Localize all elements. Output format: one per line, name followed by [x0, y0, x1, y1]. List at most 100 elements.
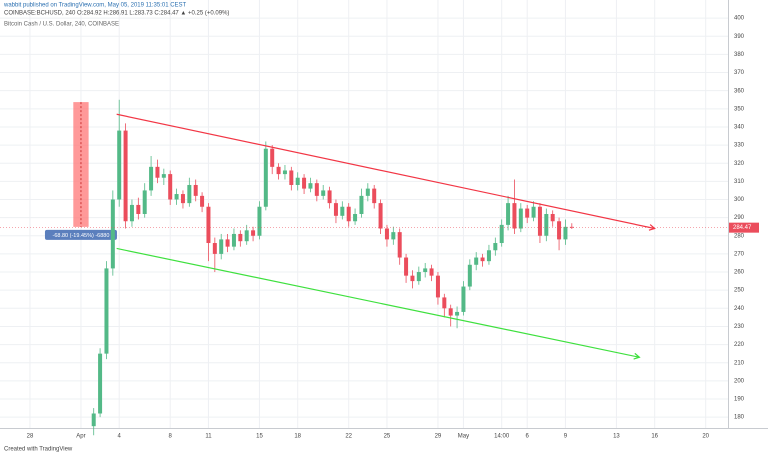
candle-body	[302, 177, 307, 189]
trend-line	[116, 113, 655, 230]
x-tick-label: 18	[294, 434, 301, 440]
x-tick-label: 25	[384, 434, 391, 440]
y-tick-label: 390	[734, 34, 745, 40]
y-tick-label: 240	[734, 306, 745, 312]
x-tick-label: 11	[205, 434, 212, 440]
header: wabbit published on TradingView.com, May…	[3, 3, 187, 9]
candle-body	[461, 286, 466, 312]
candle-body	[168, 174, 173, 200]
candle-body	[365, 188, 370, 196]
symbol-line: COINBASE:BCHUSD, 240 O:284.92 H:286.91 L…	[4, 11, 229, 17]
y-tick-label: 200	[734, 378, 745, 384]
y-tick-label: 370	[734, 70, 745, 76]
candle-body	[397, 232, 402, 258]
candle-body	[91, 413, 96, 427]
candle-body	[340, 206, 345, 216]
y-tick-label: 260	[734, 270, 745, 276]
x-tick-label: 15	[256, 434, 263, 440]
candle-body	[206, 206, 211, 244]
candle-body	[295, 177, 300, 185]
trend-line	[116, 247, 640, 358]
candle-body	[416, 272, 421, 282]
candle-body	[550, 214, 555, 222]
candle-body	[557, 221, 562, 240]
candle-body	[161, 174, 166, 178]
candle-body	[372, 188, 377, 204]
candle-body	[435, 275, 440, 298]
last-price-label: 284.47	[733, 225, 752, 231]
x-tick-label: 22	[345, 434, 352, 440]
y-tick-label: 400	[734, 16, 745, 22]
candle-body	[129, 204, 134, 222]
y-tick-label: 330	[734, 143, 745, 149]
candle-body	[467, 264, 472, 287]
candle-body	[142, 190, 147, 214]
candle-body	[110, 199, 115, 269]
range-box	[73, 102, 89, 227]
candle-body	[391, 232, 396, 240]
trend-arrow	[648, 224, 656, 231]
candle-body	[123, 130, 128, 222]
candle-body	[155, 166, 160, 178]
candle-body	[423, 268, 428, 273]
candle-body	[493, 243, 498, 251]
last-price-box	[729, 222, 759, 233]
candle-body	[480, 257, 485, 262]
x-tick-label: 20	[702, 434, 709, 440]
x-tick-label: 14:00	[494, 434, 510, 440]
candle-body	[149, 166, 154, 191]
x-tick-label: 13	[613, 434, 620, 440]
candle-body	[136, 204, 141, 214]
y-tick-label: 310	[734, 179, 745, 185]
candle-body	[410, 275, 415, 282]
x-tick-label: 29	[435, 434, 442, 440]
candle-body	[518, 208, 523, 229]
candle-body	[525, 208, 530, 218]
range-label: -68.80 (-19.45%) -6880	[53, 233, 110, 239]
y-tick-label: 190	[734, 397, 745, 403]
candle-body	[251, 230, 256, 236]
candle-body	[359, 195, 364, 214]
footer: Created with TradingView	[4, 447, 73, 453]
candle-body	[263, 148, 268, 207]
candle-body	[486, 250, 491, 262]
candle-body	[276, 166, 281, 175]
candle-body	[212, 243, 217, 254]
candle-body	[537, 206, 542, 236]
y-tick-label: 320	[734, 161, 745, 167]
y-tick-label: 250	[734, 288, 745, 294]
x-tick-label: 16	[651, 434, 658, 440]
candle-body	[346, 206, 351, 222]
candle-body	[187, 184, 192, 204]
range-label-box	[44, 229, 117, 240]
candle-body	[455, 311, 460, 316]
candle-body	[499, 224, 504, 244]
candle-body	[378, 203, 383, 229]
x-tick-label: Apr	[76, 434, 85, 440]
candle-body	[180, 194, 185, 204]
candle-body	[353, 214, 358, 222]
x-tick-label: 8	[169, 434, 173, 440]
candle-body	[327, 190, 332, 204]
candle-body	[531, 206, 536, 218]
candle-body	[404, 257, 409, 276]
candle-body	[474, 257, 479, 265]
y-tick-label: 270	[734, 251, 745, 257]
candle-body	[244, 230, 249, 242]
candle-body	[569, 226, 574, 228]
candle-body	[442, 297, 447, 309]
y-tick-label: 210	[734, 360, 745, 366]
x-tick-label: 9	[564, 434, 568, 440]
candle-body	[104, 268, 109, 354]
candle-body	[270, 148, 275, 167]
y-tick-label: 180	[734, 415, 745, 421]
candle-body	[563, 226, 568, 240]
candle-body	[544, 214, 549, 236]
candle-body	[448, 308, 453, 316]
candle-body	[429, 268, 434, 276]
candle-body	[219, 239, 224, 254]
x-tick-label: 28	[27, 434, 34, 440]
y-tick-label: 360	[734, 88, 745, 94]
